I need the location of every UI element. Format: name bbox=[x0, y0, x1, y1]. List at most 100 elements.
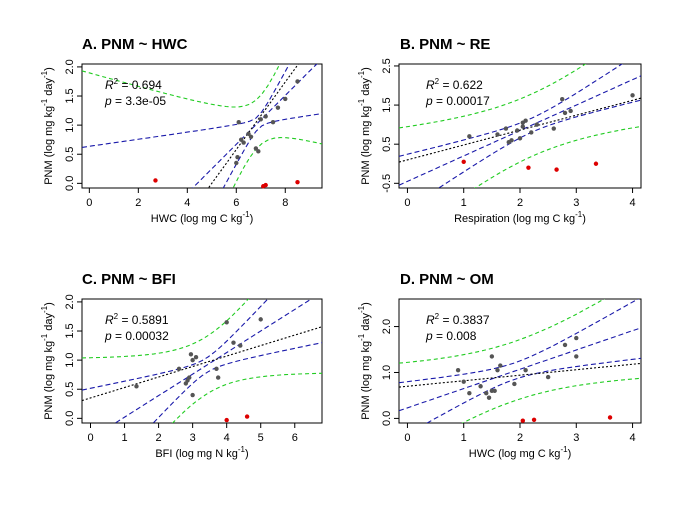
panel-c-data-point bbox=[258, 317, 263, 322]
panel-c-fit-line bbox=[114, 299, 313, 423]
panel-d-data-point bbox=[486, 395, 492, 400]
panel-d-ylabel: PNM (log mg kg-1 day-1) bbox=[357, 302, 372, 420]
panel-a-fit-line bbox=[191, 64, 318, 188]
panel-a-xtick-label: 4 bbox=[184, 197, 190, 209]
panel-c-p: p = 0.00032 bbox=[104, 329, 169, 343]
panel-a-outlier-point bbox=[295, 179, 300, 185]
panel-d-outlier-point bbox=[520, 418, 526, 423]
panel-b: B. PNM ~ RE 0 1 2 3 4 -0.5 0.5 1.5 2.5 R2 = 0.62… bbox=[357, 36, 642, 225]
panel-a: A. PNM ~ HWC 0 2 4 6 8 0.0 0.5 1.0 1.5 2.0 R2 = 0… bbox=[40, 36, 323, 225]
panel-d-data-point bbox=[574, 354, 579, 359]
panel-a-data-point bbox=[263, 114, 268, 119]
panel-c-alt-fit-line bbox=[82, 326, 322, 402]
panel-b-confidence-lower bbox=[437, 99, 641, 188]
panel-d: D. PNM ~ OM 0 1 2 3 4 0.0 1.0 2.0 R2 = 0.3837 p… bbox=[357, 271, 642, 460]
panel-c-xtick-label: 0 bbox=[87, 432, 93, 444]
panel-c-marks: 0 1 2 3 4 5 6 0.0 0.5 1.0 1.5 2.0 bbox=[64, 294, 322, 444]
panel-b-outlier-point bbox=[461, 159, 466, 164]
panel-c-ytick-label: 1.0 bbox=[64, 352, 76, 367]
panel-b-outlier-point bbox=[554, 167, 559, 172]
panel-b-data-point bbox=[503, 126, 509, 131]
panel-d-data-point bbox=[562, 342, 568, 348]
panel-b-data-point bbox=[560, 97, 565, 102]
panel-c-data-point bbox=[188, 352, 194, 357]
panel-c-confidence-lower bbox=[152, 342, 322, 423]
panel-c-data-point bbox=[187, 375, 192, 380]
panel-a-xtick-label: 2 bbox=[135, 197, 141, 209]
panel-c-xtick-label: 1 bbox=[121, 432, 127, 444]
panel-c-xtick-label: 4 bbox=[224, 432, 230, 444]
panel-d-data-point bbox=[478, 384, 483, 389]
panel-b-ylabel: PNM (log mg kg-1 day-1) bbox=[357, 67, 372, 185]
panel-d-xlabel: HWC (log mg C kg-1) bbox=[469, 445, 571, 460]
panel-b-title: B. PNM ~ RE bbox=[400, 36, 490, 53]
panel-a-xlabel: HWC (log mg C kg-1) bbox=[151, 210, 253, 225]
panel-c-xtick-label: 3 bbox=[190, 432, 196, 444]
panel-d-data-point bbox=[545, 374, 551, 380]
panel-d-prediction-upper bbox=[399, 299, 606, 364]
panel-a-ytick-label: 0.5 bbox=[64, 147, 76, 162]
panel-a-outlier-point bbox=[263, 182, 268, 188]
panel-b-data-point bbox=[568, 108, 573, 114]
panel-d-xtick-label: 4 bbox=[629, 432, 635, 444]
panel-d-data-point bbox=[492, 388, 497, 394]
panel-c-data-point bbox=[134, 384, 139, 389]
panel-a-data-point bbox=[234, 160, 239, 166]
panel-c-title: C. PNM ~ BFI bbox=[82, 271, 176, 288]
panel-c-xlabel: BFI (log mg N kg-1) bbox=[155, 445, 248, 460]
panel-a-plot-box bbox=[81, 63, 323, 189]
panel-d-ytick-label: 0.0 bbox=[381, 411, 393, 426]
panel-c-data-point bbox=[214, 366, 219, 372]
panel-c-prediction-upper bbox=[82, 299, 250, 359]
panel-a-alt-fit-line bbox=[207, 64, 300, 188]
panel-a-xtick-label: 0 bbox=[86, 197, 92, 209]
panel-a-ylabel: PNM (log mg kg-1 day-1) bbox=[40, 67, 55, 185]
panel-d-outlier-point bbox=[531, 417, 537, 422]
panel-a-xtick-label: 6 bbox=[233, 197, 239, 209]
panel-c-ylabel: PNM (log mg kg-1 day-1) bbox=[40, 302, 55, 420]
panel-b-xlabel: Respiration (log mg C kg-1) bbox=[454, 210, 586, 225]
panel-a-data-point bbox=[248, 134, 254, 139]
panel-b-outlier-point bbox=[526, 165, 531, 170]
panel-a-p: p = 3.3e-05 bbox=[104, 94, 166, 108]
panel-d-ytick-label: 2.0 bbox=[381, 319, 393, 334]
panel-c-outlier-point bbox=[224, 417, 229, 423]
panel-a-data-point bbox=[235, 154, 240, 160]
panel-c-data-point bbox=[224, 320, 229, 325]
panel-b-data-point bbox=[534, 122, 540, 127]
panel-b-xtick-label: 3 bbox=[573, 197, 579, 209]
panel-b-data-point bbox=[495, 132, 500, 137]
panel-d-xtick-label: 0 bbox=[404, 432, 410, 444]
panel-b-alt-fit-line bbox=[399, 97, 641, 163]
panel-b-xtick-label: 1 bbox=[461, 197, 467, 209]
panel-a-r2: R2 = 0.694 bbox=[105, 77, 162, 92]
panel-c-xtick-label: 5 bbox=[258, 432, 264, 444]
panel-a-data-point bbox=[270, 120, 276, 125]
panel-a-ytick-label: 1.0 bbox=[64, 117, 76, 132]
panel-d-confidence-upper bbox=[399, 299, 640, 384]
panel-a-data-point bbox=[236, 120, 241, 125]
panel-a-outlier-point bbox=[153, 178, 158, 183]
panel-c-outlier-point bbox=[244, 414, 250, 419]
panel-d-xtick-label: 2 bbox=[517, 432, 523, 444]
panel-b-data-point bbox=[551, 126, 556, 131]
panel-b-ytick-label: 0.5 bbox=[381, 137, 393, 152]
panel-b-prediction-lower bbox=[474, 125, 641, 188]
panel-a-data-point bbox=[253, 146, 259, 151]
panel-b-data-point bbox=[630, 93, 635, 98]
panel-d-confidence-lower bbox=[426, 357, 641, 423]
panel-b-xtick-label: 2 bbox=[517, 197, 523, 209]
panel-b-confidence-upper bbox=[399, 64, 623, 157]
panel-d-data-point bbox=[574, 335, 579, 341]
panel-d-xtick-label: 1 bbox=[461, 432, 467, 444]
panel-c-xtick-label: 6 bbox=[292, 432, 298, 444]
panel-d-data-point bbox=[512, 381, 517, 387]
panel-d-ytick-label: 1.0 bbox=[381, 365, 393, 380]
panel-b-ytick-label: 1.5 bbox=[381, 97, 393, 112]
panel-a-ytick-label: 0.0 bbox=[64, 176, 76, 191]
panel-a-marks: 0 2 4 6 8 0.0 0.5 1.0 1.5 2.0 bbox=[64, 59, 322, 209]
panel-b-data-point bbox=[517, 136, 523, 141]
panel-b-outlier-point bbox=[593, 161, 599, 166]
panel-c-data-point bbox=[176, 366, 182, 372]
panel-d-data-point bbox=[461, 379, 466, 384]
